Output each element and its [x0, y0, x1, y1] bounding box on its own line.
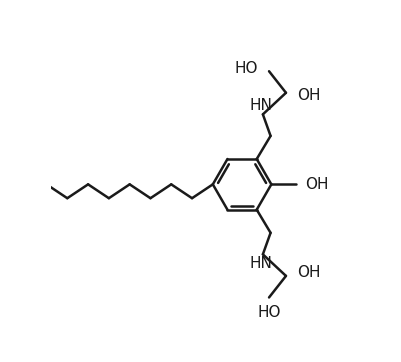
- Text: HO: HO: [257, 305, 281, 320]
- Text: OH: OH: [298, 265, 321, 280]
- Text: OH: OH: [305, 177, 329, 192]
- Text: HN: HN: [250, 256, 273, 271]
- Text: HO: HO: [235, 61, 258, 76]
- Text: OH: OH: [298, 88, 321, 104]
- Text: HN: HN: [250, 98, 273, 113]
